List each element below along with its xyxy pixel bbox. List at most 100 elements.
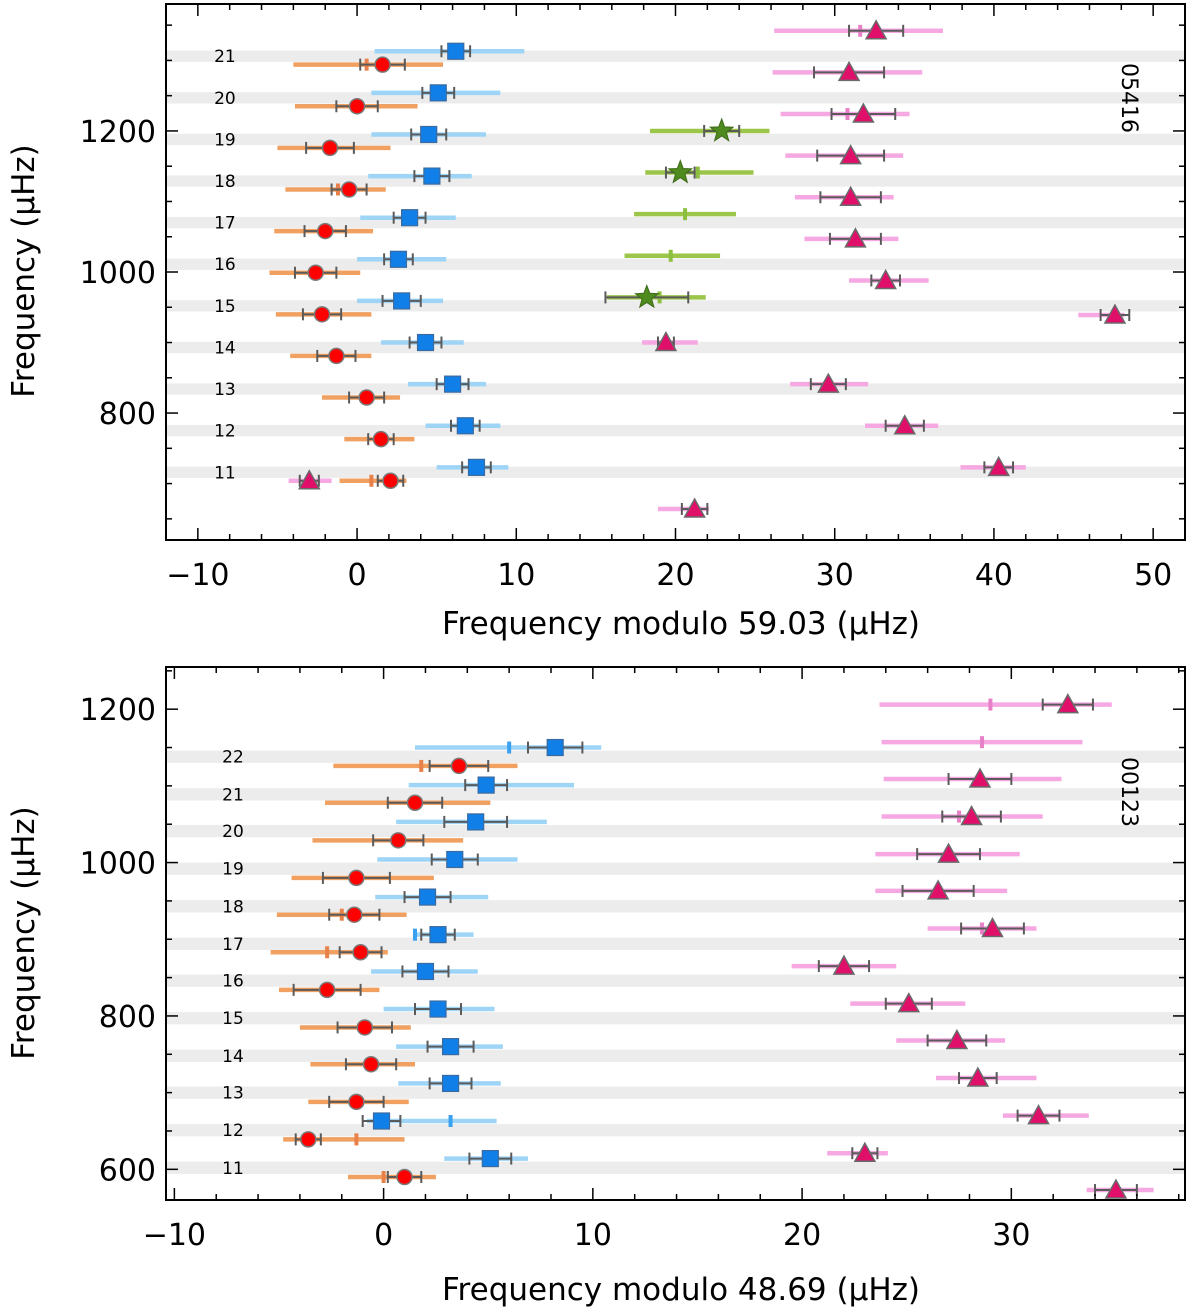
reference-tick [668,249,673,262]
square-marker [372,1112,391,1130]
triangle-marker [837,60,861,82]
plot-frame [165,666,1186,1201]
x-tick-label: 40 [975,558,1013,593]
order-band [166,974,1185,987]
triangle-marker [1027,1104,1050,1125]
order-band [166,50,1185,62]
x-tick-label: 20 [656,558,694,593]
order-band [166,1012,1185,1025]
circle-marker [358,389,375,406]
order-band [166,383,1185,395]
circle-marker [328,347,345,365]
triangle-marker [844,227,867,248]
triangle-marker [853,1141,877,1162]
order-label: 21 [214,47,236,67]
triangle-marker [893,414,917,435]
square-marker [429,1000,447,1018]
order-band [166,133,1185,146]
triangle-marker [968,767,992,788]
triangle-marker [966,1066,990,1087]
y-tick-label: 800 [99,1000,156,1035]
square-marker [429,926,447,944]
x-tick-label: 0 [348,558,367,593]
square-marker [441,1038,460,1056]
circle-marker [374,56,391,73]
order-band [166,862,1185,875]
circle-marker [450,757,468,775]
order-label: 20 [214,89,236,109]
order-band [166,466,1185,478]
order-band [166,937,1185,950]
x-tick-label: 10 [574,1218,612,1253]
triangle-marker [945,1028,969,1050]
circle-marker [348,1093,365,1111]
circle-marker [352,944,369,961]
triangle-marker [960,805,983,826]
series-l2-triangle [288,19,1131,518]
order-band [166,1124,1185,1137]
triangle-marker [1104,1178,1128,1199]
triangle-marker [1056,693,1080,714]
triangle-marker [839,144,862,165]
square-marker [456,417,474,435]
circle-marker [318,981,336,999]
reference-tick [419,759,424,772]
order-band [166,1049,1185,1062]
order-band [166,750,1185,763]
x-axis-title: Frequency modulo 59.03 (μHz) [442,606,920,642]
square-marker [423,167,441,185]
order-label: 18 [222,897,244,917]
reference-tick [448,1115,453,1128]
order-label: 16 [214,255,236,275]
panel-star-00123: 22 21 20 19 18 17 16 15 14 13 12 11 −10 0 10 20 30 600 80… [6,666,1186,1308]
order-label: 17 [214,214,236,234]
square-marker [481,1149,499,1168]
square-marker [446,850,464,869]
square-marker [477,776,495,794]
order-band [166,900,1185,913]
triangle-marker [839,185,862,206]
circle-marker [406,794,424,811]
series-l1-square [361,738,602,1168]
order-band [166,216,1185,229]
star-id-label: 05416 [1116,63,1141,133]
triangle-marker [654,330,678,352]
x-tick-label: 0 [374,1218,393,1253]
reference-tick [683,208,688,221]
order-label: 19 [222,860,244,880]
reference-tick [381,1170,386,1183]
circle-marker [307,264,324,281]
circle-marker [313,306,331,323]
circle-marker [382,472,399,490]
star-id-label: 00123 [1116,757,1141,827]
order-band [166,1161,1185,1174]
x-axis-title: Frequency modulo 48.69 (μHz) [442,1272,920,1308]
star-marker [667,159,694,184]
order-band [166,824,1185,838]
series-l2-triangle [791,693,1154,1199]
y-axis-title: Frequency (μHz) [6,144,42,398]
square-marker [416,962,435,981]
series-l0-circle [270,757,518,1186]
x-tick-label: 50 [1134,558,1172,593]
triangle-marker [683,497,706,518]
y-tick-label: 1200 [80,693,156,728]
circle-marker [348,98,366,115]
order-label: 15 [214,297,236,317]
square-marker [401,209,419,227]
star-marker [634,283,660,309]
order-label: 22 [222,748,244,768]
square-marker [443,375,462,393]
order-label: 13 [222,1084,244,1104]
reference-tick [980,736,985,749]
panel-star-05416: 21 20 19 18 17 16 15 14 13 12 11 −10 0 10 20 30 40 50 800… [6,3,1186,642]
order-label: 11 [222,1159,244,1179]
x-tick-label: 20 [783,1218,821,1253]
order-label: 14 [214,338,236,358]
x-tick-label: −10 [166,558,229,593]
series-l1-square [357,42,525,476]
square-marker [420,125,438,144]
circle-marker [348,869,365,887]
reference-tick [412,928,417,941]
